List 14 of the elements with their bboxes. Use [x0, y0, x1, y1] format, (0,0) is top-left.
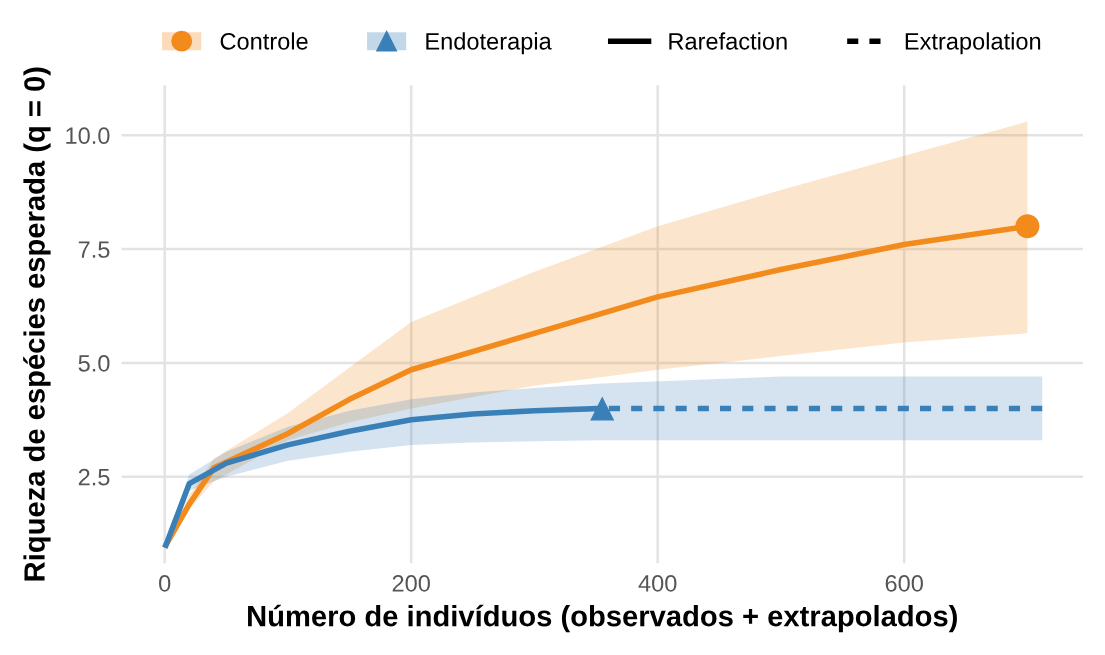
x-axis-title: Número de indivíduos (observados + extrapolados) — [248, 604, 957, 633]
text: Extrapolation — [905, 32, 1041, 55]
y-tick-label: 2.5 — [78, 468, 110, 486]
y-tick-label: 7.5 — [78, 241, 110, 258]
x-tick-label: 200 — [392, 575, 430, 592]
x-tick-label: 400 — [638, 575, 677, 592]
text: Rarefaction — [669, 32, 787, 50]
y-tick-label: 5.0 — [78, 355, 110, 372]
x-tick-label: 0 — [159, 575, 171, 592]
y-tick-label: 10.0 — [66, 127, 110, 145]
legend-label: Endoterapia — [426, 32, 552, 55]
y-axis-title: Riqueza de espécies esperada (q = 0) — [23, 67, 51, 581]
legend-label: Controle — [220, 32, 308, 50]
x-tick-label: 600 — [885, 575, 923, 592]
